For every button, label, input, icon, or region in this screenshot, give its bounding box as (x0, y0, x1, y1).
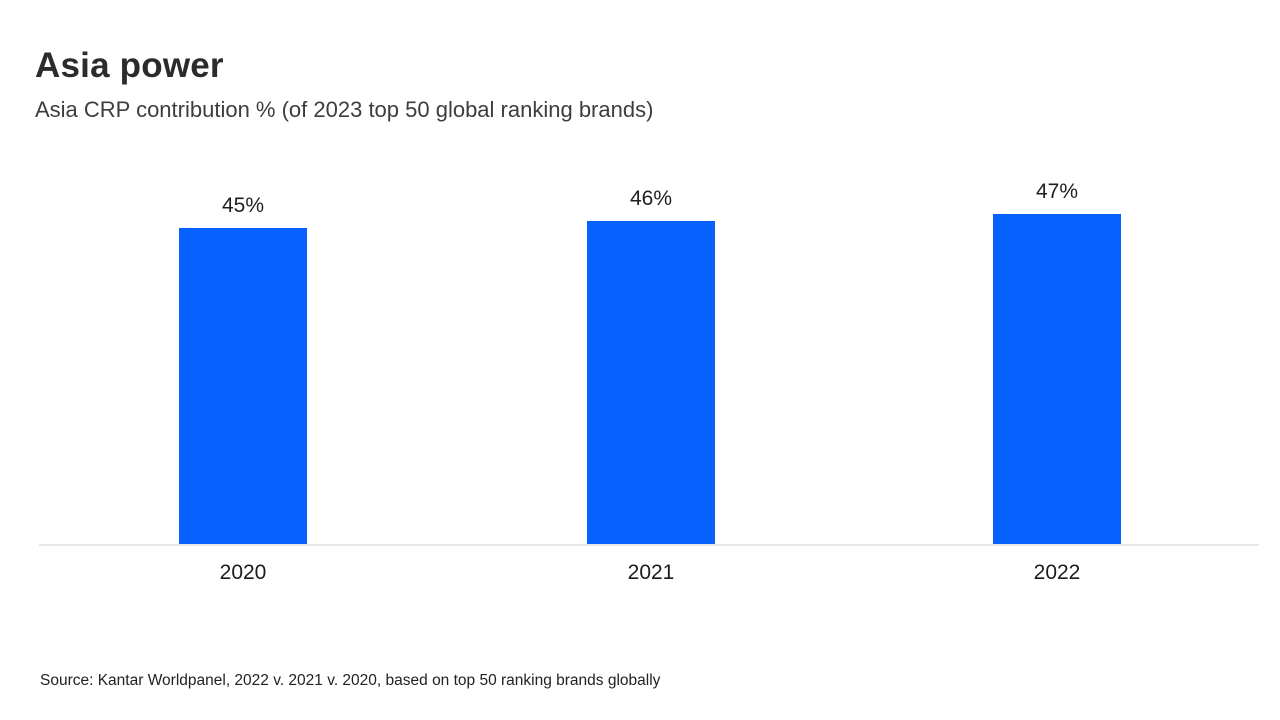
x-axis-label-2021: 2021 (627, 561, 675, 584)
bar-group-2022: 47% (993, 180, 1121, 546)
x-axis-label-2020: 2020 (219, 561, 267, 584)
bar-2022 (993, 214, 1121, 546)
x-axis-label-2022: 2022 (1033, 561, 1081, 584)
x-axis-baseline (39, 544, 1259, 546)
bar-2021 (587, 221, 715, 546)
source-note: Source: Kantar Worldpanel, 2022 v. 2021 … (40, 672, 661, 689)
bar-chart-plot-area: 45% 46% 47% (179, 180, 1121, 546)
chart-title: Asia power (35, 46, 224, 85)
bar-value-label-2021: 46% (629, 187, 673, 210)
bar-group-2021: 46% (587, 187, 715, 546)
bar-value-label-2022: 47% (1035, 180, 1079, 203)
bar-group-2020: 45% (179, 194, 307, 546)
chart-subtitle: Asia CRP contribution % (of 2023 top 50 … (35, 97, 654, 122)
bar-value-label-2020: 45% (221, 194, 265, 217)
bar-2020 (179, 228, 307, 546)
